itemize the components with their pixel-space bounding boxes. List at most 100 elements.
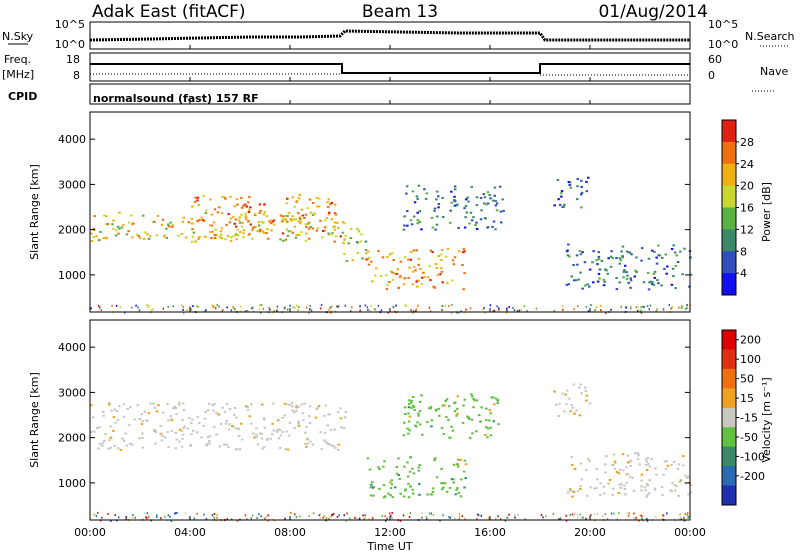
data-pixel <box>266 438 269 441</box>
data-pixel <box>174 407 177 410</box>
data-pixel <box>205 444 208 447</box>
noise-pixel <box>351 306 353 309</box>
noise-pixel <box>100 309 102 312</box>
data-pixel <box>579 383 583 386</box>
data-pixel <box>658 254 662 257</box>
noise-pixel <box>450 514 453 517</box>
noise-pixel <box>328 308 330 311</box>
data-pixel <box>430 425 433 428</box>
data-pixel <box>491 225 494 228</box>
data-pixel <box>337 448 340 451</box>
data-pixel <box>412 472 416 475</box>
data-pixel <box>603 280 606 283</box>
data-pixel <box>371 486 375 489</box>
data-pixel <box>675 485 678 488</box>
data-pixel <box>493 403 496 406</box>
noise-pixel <box>213 516 215 519</box>
data-pixel <box>490 396 494 399</box>
data-pixel <box>224 238 227 241</box>
data-pixel <box>489 412 492 415</box>
data-pixel <box>321 236 324 239</box>
data-pixel <box>188 416 191 419</box>
data-pixel <box>436 273 440 276</box>
noise-pixel <box>367 308 369 311</box>
noise-pixel <box>573 308 575 311</box>
data-pixel <box>306 442 309 445</box>
data-pixel <box>421 433 424 436</box>
data-pixel <box>397 287 400 290</box>
noise-pixel <box>482 308 484 311</box>
data-pixel <box>453 410 457 413</box>
data-pixel <box>410 399 413 402</box>
noise-pixel <box>232 306 234 309</box>
noise-pixel <box>264 517 266 520</box>
data-pixel <box>262 417 266 420</box>
data-pixel <box>319 219 322 222</box>
data-pixel <box>613 467 616 470</box>
data-pixel <box>602 284 606 287</box>
data-pixel <box>285 430 288 433</box>
data-pixel <box>640 473 643 476</box>
noise-pixel <box>265 516 267 519</box>
data-pixel <box>237 219 241 222</box>
data-pixel <box>109 425 112 428</box>
noise-pixel <box>119 306 122 309</box>
noise-pixel <box>196 305 198 308</box>
colorbar-tick-label: 20 <box>740 180 754 193</box>
date-title: 01/Aug/2014 <box>598 2 708 22</box>
data-pixel <box>304 213 308 216</box>
noise-pixel <box>260 515 262 518</box>
data-pixel <box>129 406 132 409</box>
data-pixel <box>262 213 266 216</box>
data-pixel <box>167 446 170 448</box>
data-pixel <box>263 418 266 421</box>
data-pixel <box>284 238 288 241</box>
noise-pixel <box>162 307 165 310</box>
noise-pixel <box>542 516 544 519</box>
data-pixel <box>433 458 437 460</box>
noise-pixel <box>160 517 162 520</box>
data-pixel <box>439 273 442 276</box>
data-pixel <box>644 458 648 461</box>
data-pixel <box>308 422 312 425</box>
data-pixel <box>205 209 208 212</box>
data-pixel <box>291 196 295 199</box>
data-pixel <box>500 221 503 224</box>
noise-pixel <box>635 516 637 519</box>
noise-pixel <box>328 518 330 521</box>
data-pixel <box>349 227 353 230</box>
data-pixel <box>615 277 618 279</box>
data-pixel <box>178 403 181 406</box>
data-pixel <box>295 404 298 407</box>
velocity-frame <box>89 319 691 521</box>
data-pixel <box>115 229 118 232</box>
data-pixel <box>368 468 372 471</box>
data-pixel <box>214 228 217 231</box>
data-pixel <box>291 231 294 234</box>
data-pixel <box>672 461 676 463</box>
data-pixel <box>625 250 629 253</box>
data-pixel <box>470 393 473 396</box>
data-pixel <box>467 416 470 419</box>
data-pixel <box>494 228 497 231</box>
noise-pixel <box>320 303 323 306</box>
noise-pixel <box>516 310 519 312</box>
data-pixel <box>297 212 300 215</box>
data-pixel <box>265 232 268 234</box>
data-pixel <box>439 253 443 256</box>
noise-pixel <box>384 515 386 518</box>
data-pixel <box>415 195 419 198</box>
data-pixel <box>596 280 600 283</box>
data-pixel <box>618 483 621 486</box>
data-pixel <box>235 416 238 419</box>
data-pixel <box>456 407 459 410</box>
data-pixel <box>359 240 363 243</box>
noise-pixel <box>441 309 443 311</box>
data-pixel <box>377 466 380 469</box>
noise-pixel <box>176 512 178 514</box>
data-pixel <box>333 221 337 224</box>
data-pixel <box>389 487 393 490</box>
velocity-data-layer <box>90 383 693 522</box>
data-pixel <box>670 248 674 250</box>
data-pixel <box>463 272 466 275</box>
